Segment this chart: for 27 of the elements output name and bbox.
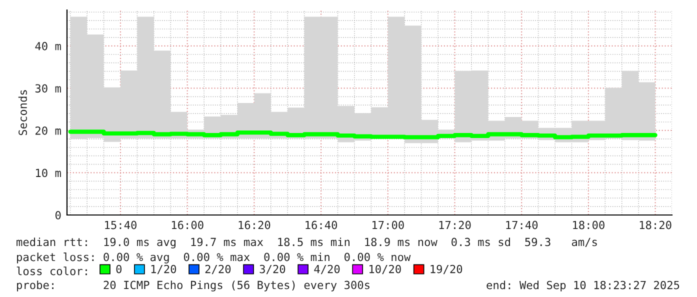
text: median rtt: 19.0 ms avg 19.7 ms max 18.5 ms min 18.9 ms now 0.3 ms sd 59.3 am/s (16, 238, 597, 248)
legend-label: 0 (116, 264, 122, 274)
x-tick-label: 17:40 (506, 220, 538, 230)
y-tick-label: 40 m (35, 42, 61, 50)
x-tick-label: 16:40 (306, 220, 338, 230)
legend-label: 3/20 (260, 264, 286, 274)
text: end: Wed Sep 10 18:23:27 2025 (486, 280, 680, 292)
x-tick-label: 18:20 (640, 220, 672, 230)
x-tick-label: 16:00 (172, 220, 204, 230)
text: loss color: (16, 266, 87, 276)
y-tick-label: 0 (55, 211, 61, 220)
legend-label: 19/20 (430, 264, 462, 274)
legend-label: 10/20 (369, 264, 401, 274)
y-tick-label: 30 m (35, 84, 61, 93)
x-tick-label: 15:40 (105, 220, 136, 230)
legend-label: 1/20 (151, 264, 176, 274)
y-axis-title: Seconds (18, 90, 27, 136)
legend-label: 4/20 (314, 264, 340, 274)
x-tick-label: 17:20 (439, 220, 471, 230)
text: packet loss: 0.00 % avg 0.00 % max 0.00 % min 0.00 % now (17, 252, 411, 264)
text: probe: 20 ICMP Echo Pings (56 Bytes) every 300s (17, 280, 370, 292)
legend-label: 2/20 (205, 264, 231, 274)
x-tick-label: 16:20 (238, 220, 270, 230)
x-tick-label: 18:00 (573, 220, 604, 230)
x-tick-label: 17:00 (372, 220, 404, 230)
y-tick-label: 10 m (36, 168, 61, 178)
y-tick-label: 20 m (36, 126, 61, 135)
